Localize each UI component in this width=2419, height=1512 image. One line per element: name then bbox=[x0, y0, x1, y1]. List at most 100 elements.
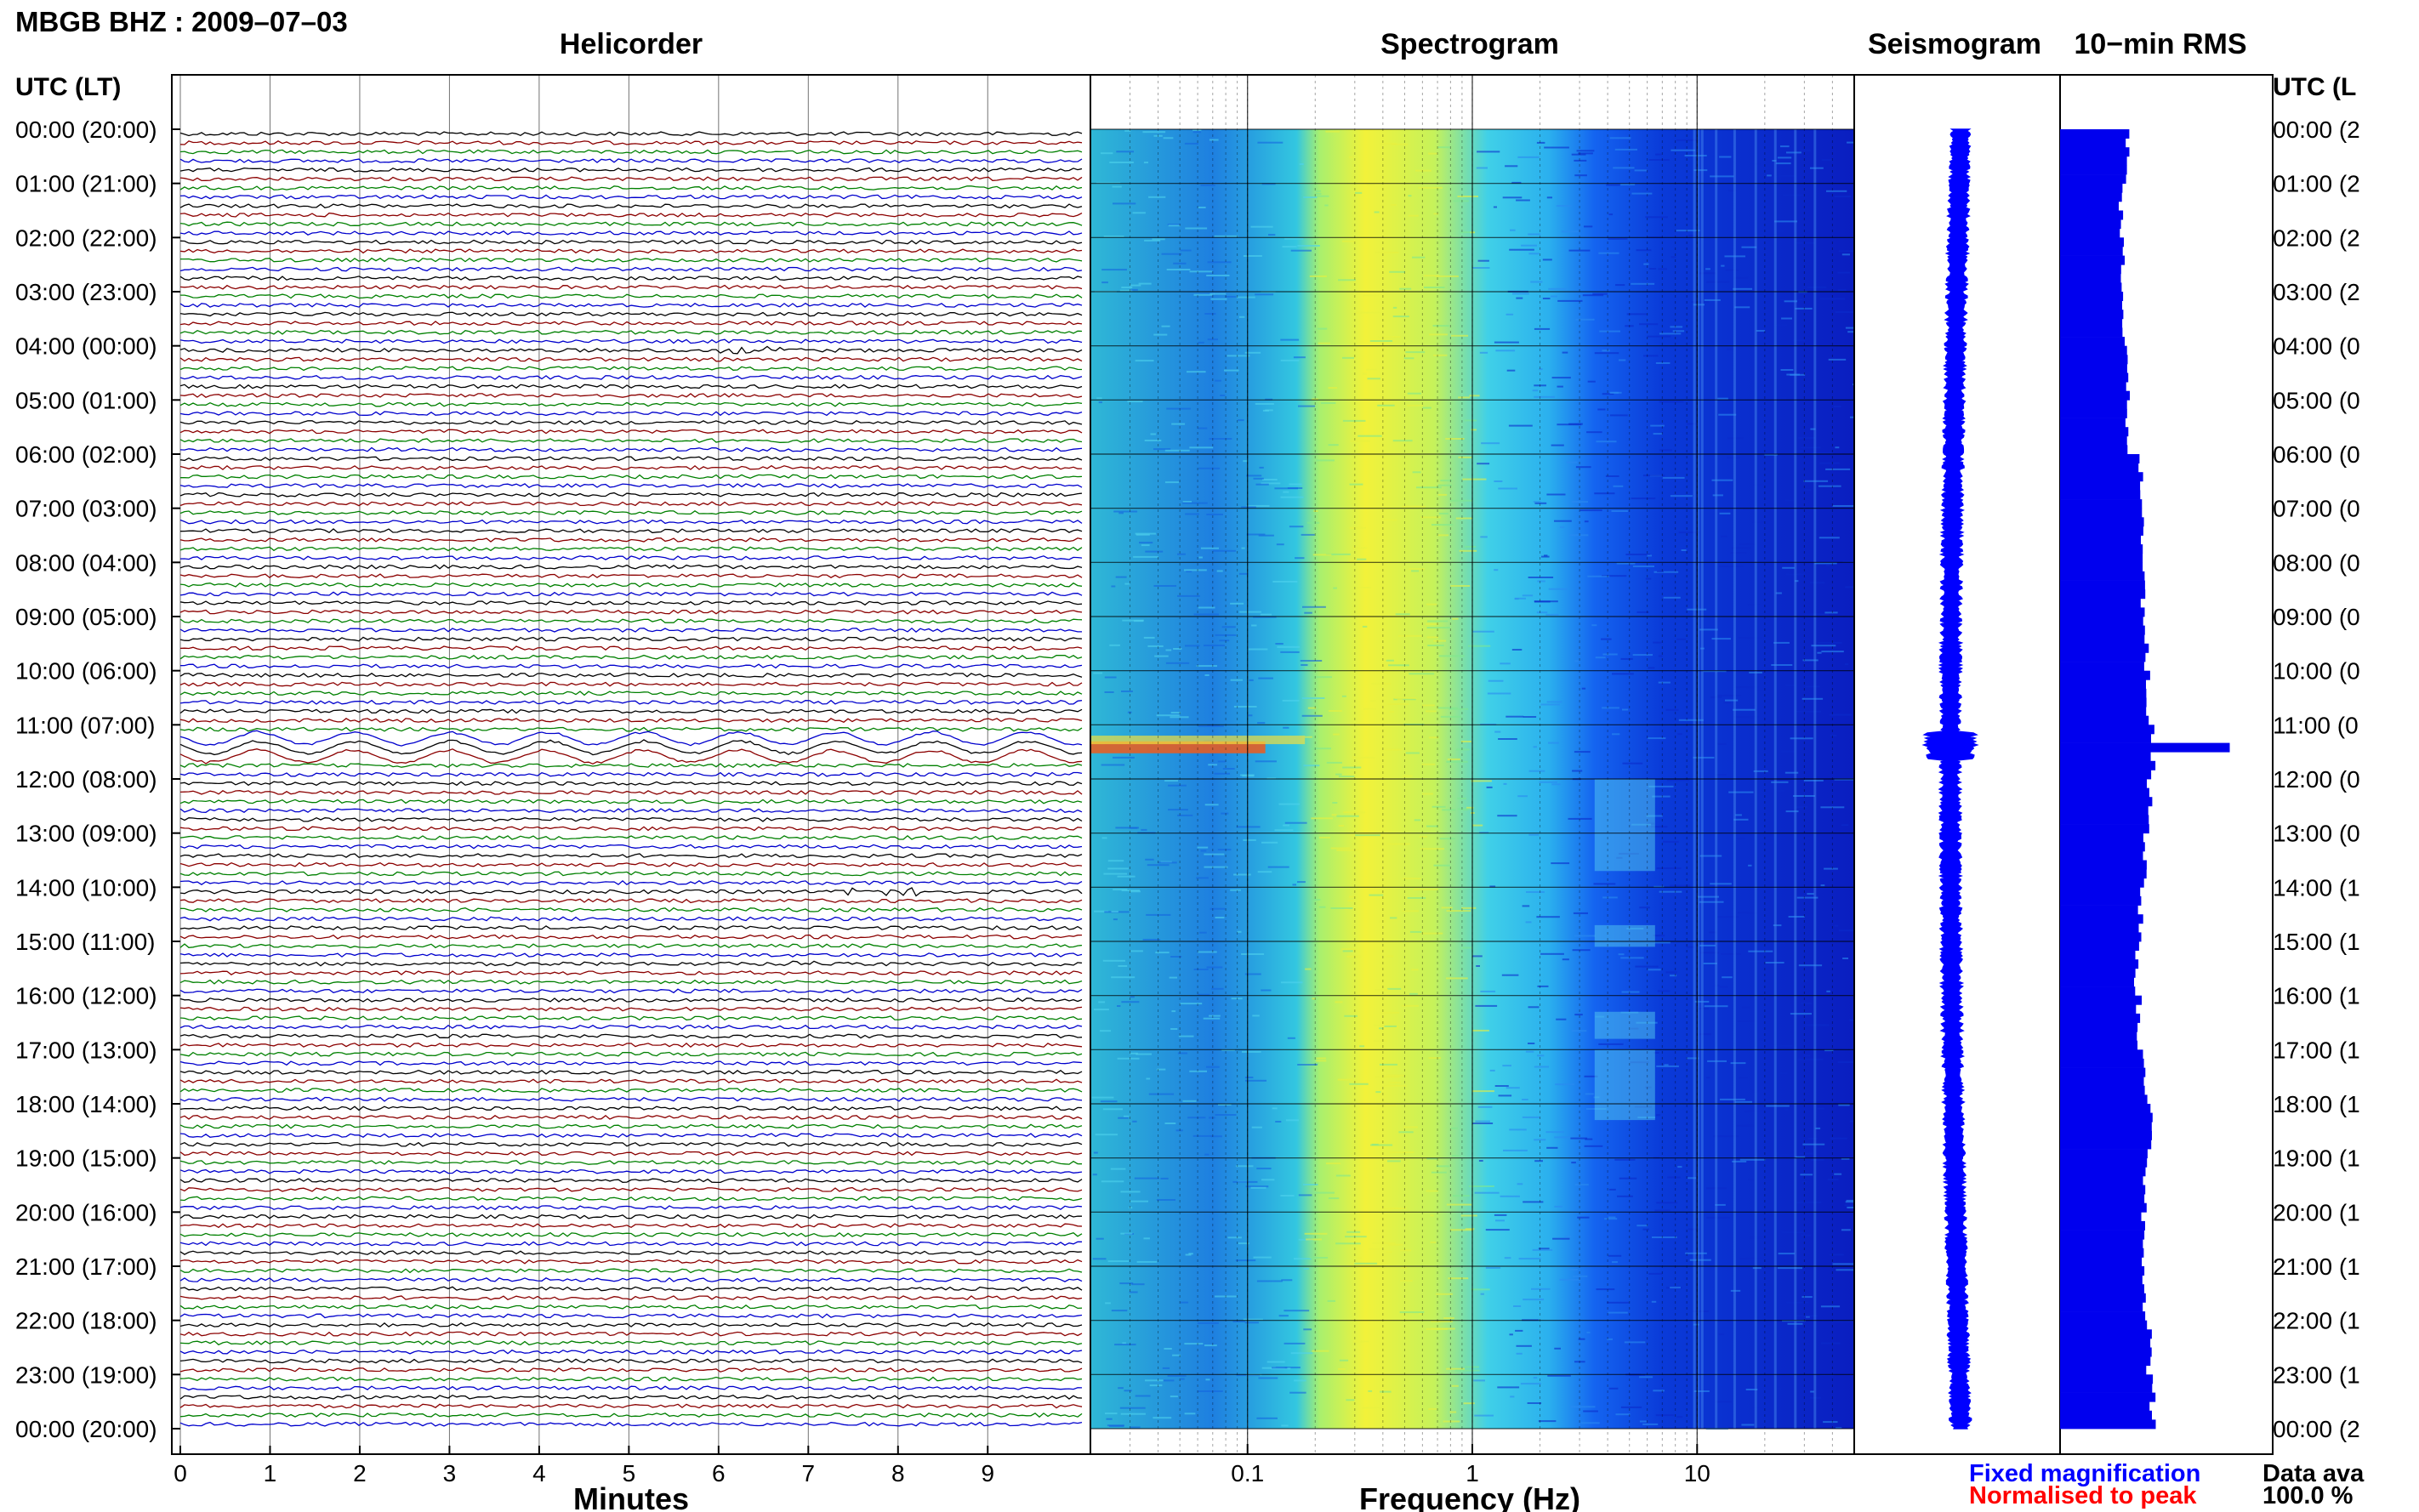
helicorder-trace bbox=[179, 691, 1083, 696]
spectrogram-cell bbox=[1164, 481, 1179, 484]
spectrogram-cell bbox=[1711, 638, 1731, 640]
spectrogram-cell bbox=[1402, 878, 1421, 880]
spectrogram-cell bbox=[1312, 398, 1318, 401]
spectrogram-cell bbox=[1121, 691, 1133, 692]
spectrogram-cell bbox=[1801, 1234, 1811, 1236]
rms-bar bbox=[2060, 445, 2128, 455]
spectrogram-cell bbox=[1777, 156, 1792, 159]
spectrogram-cell bbox=[1686, 1057, 1699, 1060]
spectrogram-cell bbox=[1658, 681, 1671, 684]
rms-bar bbox=[2060, 1239, 2143, 1249]
spectrogram-cell bbox=[1362, 625, 1368, 628]
spectrogram-cell bbox=[1494, 341, 1519, 344]
frequency-tick-label: 1 bbox=[1466, 1460, 1479, 1486]
spectrogram-cell bbox=[1636, 1225, 1648, 1227]
spectrogram-cell bbox=[1649, 268, 1657, 270]
helicorder-trace bbox=[179, 708, 1083, 714]
spectrogram-cell bbox=[1716, 916, 1739, 918]
spectrogram-cell bbox=[1400, 1249, 1412, 1252]
helicorder-trace bbox=[179, 483, 1083, 489]
spectrogram-cell bbox=[1818, 485, 1841, 487]
spectrogram-cell bbox=[1801, 446, 1821, 449]
spectrogram-cell bbox=[1352, 547, 1368, 549]
spectrogram-cell bbox=[1342, 950, 1353, 952]
time-label-left: 20:00 (16:00) bbox=[15, 1199, 157, 1225]
spectrogram-cell bbox=[1489, 885, 1496, 888]
spectrogram-cell bbox=[1369, 894, 1384, 896]
spectrogram-cell bbox=[1277, 645, 1301, 648]
spectrogram-cell bbox=[1455, 517, 1473, 520]
spectrogram-cell bbox=[1275, 1121, 1282, 1123]
spectrogram-cell bbox=[1793, 450, 1804, 452]
spectrogram-cell bbox=[1301, 533, 1315, 536]
rms-bar bbox=[2060, 138, 2126, 148]
rms-bar bbox=[2060, 1257, 2143, 1267]
spectrogram-cell bbox=[1636, 1021, 1658, 1024]
spectrogram-cell bbox=[1311, 817, 1334, 820]
spectrogram-cell bbox=[1749, 671, 1762, 674]
time-label-left: 15:00 (11:00) bbox=[15, 929, 156, 955]
rms-bar bbox=[2060, 1410, 2152, 1420]
spectrogram-cell bbox=[1566, 461, 1578, 463]
spectrogram-cell bbox=[1676, 230, 1700, 232]
spectrogram-cell bbox=[1206, 275, 1230, 276]
spectrogram-cell bbox=[1432, 354, 1448, 356]
spectrogram-cell bbox=[1198, 341, 1204, 344]
spectrogram-cell bbox=[1093, 1009, 1109, 1011]
spectrogram-cell bbox=[1755, 521, 1772, 524]
spectrogram-cell bbox=[1820, 806, 1845, 809]
legend-fixed-magnification: Fixed magnification bbox=[1969, 1460, 2200, 1487]
spectrogram-cell bbox=[1710, 175, 1734, 178]
spectrogram-cell bbox=[1605, 475, 1619, 477]
spectrogram-cell bbox=[1305, 968, 1312, 970]
spectrogram-cell bbox=[1815, 1127, 1821, 1129]
spectrogram-cell bbox=[1208, 764, 1218, 766]
spectrogram-cell bbox=[1278, 803, 1300, 805]
helicorder-trace bbox=[179, 1196, 1083, 1202]
spectrogram-cell bbox=[1636, 611, 1649, 613]
helicorder-trace bbox=[179, 925, 1083, 930]
spectrogram-cell bbox=[1505, 1087, 1520, 1089]
spectrogram-cell bbox=[1278, 1315, 1289, 1317]
spectrogram-cell bbox=[1785, 573, 1806, 576]
spectrogram-cell bbox=[1847, 331, 1857, 333]
spectrogram-cell bbox=[1184, 142, 1198, 145]
spectrogram-cell bbox=[1197, 846, 1209, 849]
spectrogram-cell bbox=[1632, 654, 1653, 657]
spectrogram-cell bbox=[1117, 875, 1136, 878]
helicorder-trace bbox=[179, 429, 1083, 435]
spectrogram-cell bbox=[1134, 1177, 1159, 1179]
rms-bar bbox=[2060, 1032, 2137, 1042]
spectrogram-cell bbox=[1153, 585, 1176, 587]
spectrogram-cell bbox=[1564, 1236, 1572, 1237]
spectrogram-cell bbox=[1778, 1253, 1795, 1255]
spectrogram-cell bbox=[1753, 484, 1772, 486]
spectrogram-cell bbox=[1100, 1100, 1118, 1103]
time-label-right: 19:00 (1 bbox=[2273, 1145, 2360, 1172]
rms-bar bbox=[2060, 643, 2149, 653]
spectrogram-cell bbox=[1189, 1070, 1207, 1072]
spectrogram-cell bbox=[1297, 1064, 1318, 1066]
spectrogram-cell bbox=[1608, 237, 1628, 240]
rms-bar bbox=[2060, 535, 2141, 545]
spectrogram-cell bbox=[1747, 604, 1760, 606]
spectrogram-cell bbox=[1659, 401, 1684, 403]
spectrogram-cell bbox=[1290, 249, 1312, 252]
spectrogram-cell bbox=[1230, 679, 1243, 681]
spectrogram-cell bbox=[1342, 240, 1356, 242]
spectrogram-cell bbox=[1113, 889, 1128, 891]
spectrogram-cell bbox=[1619, 359, 1626, 361]
spectrogram-cell bbox=[1737, 1020, 1756, 1022]
spectrogram-cell bbox=[1310, 1257, 1329, 1259]
spectrogram-cell bbox=[1653, 433, 1663, 435]
spectrogram-cell bbox=[1405, 752, 1420, 754]
spectrogram-cell bbox=[1602, 575, 1627, 577]
spectrogram-cell bbox=[1153, 134, 1163, 137]
spectrogram-cell bbox=[1387, 702, 1409, 705]
spectrogram-cell bbox=[1591, 624, 1597, 627]
time-label-right: 20:00 (1 bbox=[2273, 1199, 2360, 1225]
spectrogram-cell bbox=[1568, 1159, 1577, 1162]
right-axis-header: UTC (L bbox=[2273, 73, 2356, 101]
helicorder-trace bbox=[179, 1205, 1083, 1210]
spectrogram-cell bbox=[1135, 1395, 1151, 1397]
